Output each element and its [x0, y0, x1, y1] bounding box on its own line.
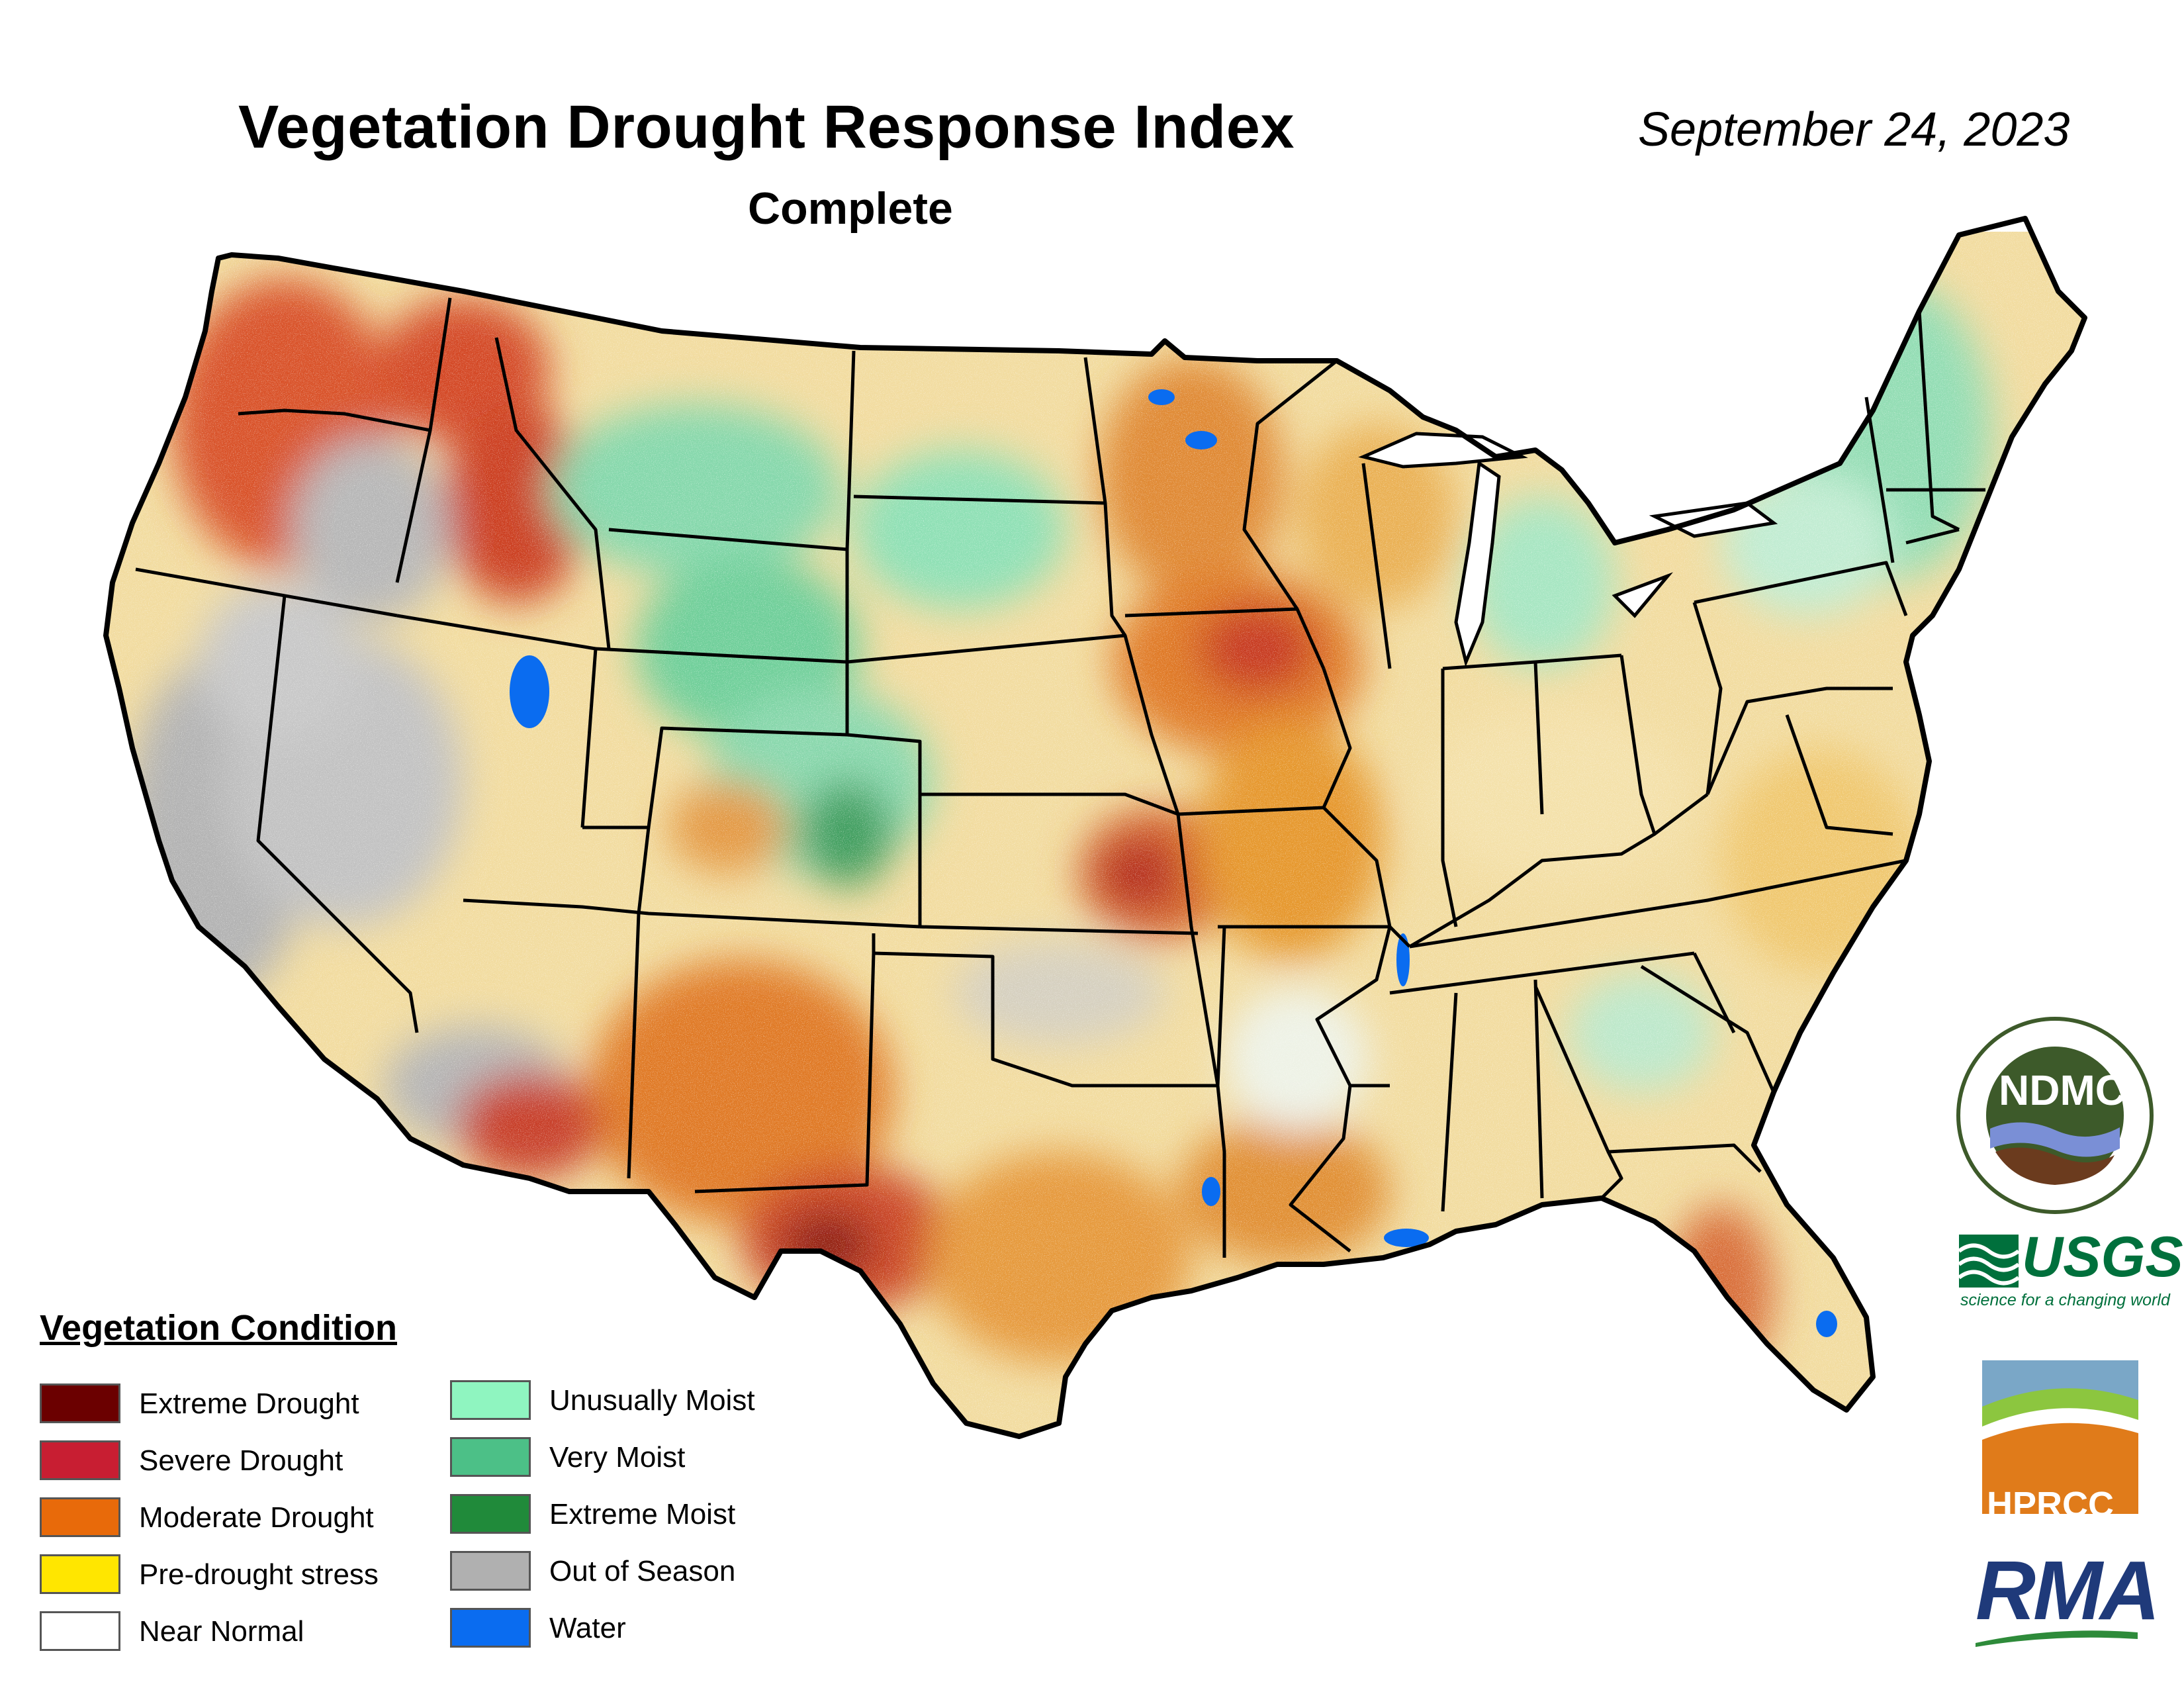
legend-swatch: [450, 1608, 531, 1648]
hprcc-logo-label: HPRCC: [1987, 1485, 2115, 1524]
legend-label: Pre-drought stress: [139, 1558, 379, 1591]
map-subtitle: Complete: [748, 183, 953, 234]
map-title: Vegetation Drought Response Index: [238, 93, 1295, 161]
legend-swatch: [450, 1437, 531, 1477]
legend-label: Near Normal: [139, 1615, 304, 1648]
legend-swatch: [450, 1494, 531, 1534]
map-date: September 24, 2023: [1638, 103, 2070, 156]
rma-swoosh-icon: [1976, 1630, 2138, 1647]
usgs-tagline: science for a changing world: [1960, 1291, 2170, 1309]
legend-label: Extreme Drought: [139, 1387, 359, 1420]
legend-swatch: [40, 1611, 120, 1651]
legend-label: Water: [549, 1612, 626, 1644]
ndmc-logo-label: NDMC: [1999, 1066, 2126, 1114]
legend-swatch: [450, 1551, 531, 1591]
hprcc-logo: [1982, 1360, 2138, 1514]
great-lakes: [1358, 432, 1778, 667]
state-boundaries: [103, 216, 2087, 1439]
legend-label: Unusually Moist: [549, 1384, 755, 1417]
usgs-wave-icon: [1959, 1235, 2019, 1288]
usgs-logo-label: USGS: [2022, 1225, 2183, 1289]
legend-swatch: [40, 1440, 120, 1480]
legend-label: Moderate Drought: [139, 1501, 374, 1534]
legend-swatch: [450, 1380, 531, 1420]
rma-logo-label: RMA: [1976, 1544, 2160, 1637]
legend-label: Extreme Moist: [549, 1498, 736, 1530]
legend-swatch: [40, 1497, 120, 1537]
legend-title: Vegetation Condition: [40, 1308, 397, 1348]
ndmc-logo: [1956, 1017, 2154, 1214]
legend-swatch: [40, 1554, 120, 1594]
legend-swatch: [40, 1383, 120, 1423]
legend-label: Severe Drought: [139, 1444, 343, 1477]
legend-label: Very Moist: [549, 1441, 686, 1474]
legend-label: Out of Season: [549, 1555, 736, 1587]
